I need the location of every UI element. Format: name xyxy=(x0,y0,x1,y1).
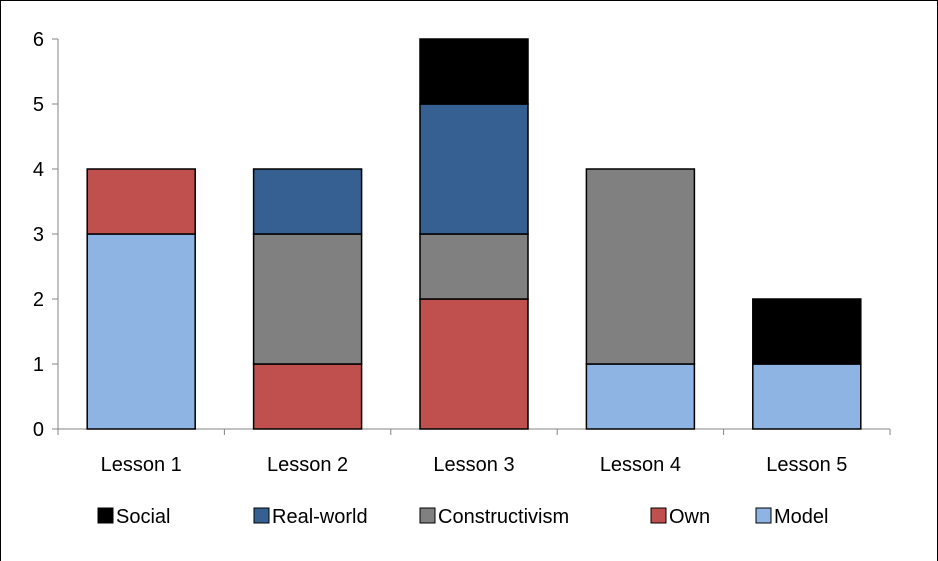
bar-segment-social-lesson-3 xyxy=(419,38,529,105)
y-tick-label: 0 xyxy=(33,419,44,441)
bars xyxy=(86,38,862,430)
bar-segment-social-lesson-5 xyxy=(752,298,862,365)
legend-swatch-constructivism xyxy=(419,507,436,524)
y-tick-label: 2 xyxy=(33,289,44,311)
legend-swatch-model xyxy=(755,507,772,524)
y-tick-label: 6 xyxy=(33,29,44,51)
y-tick-label: 5 xyxy=(33,94,44,116)
bar-segment-real-world-lesson-3 xyxy=(419,103,529,235)
x-axis: Lesson 1 Lesson 2 Lesson 3 Lesson 4 Lesson 5 xyxy=(57,428,891,476)
x-tick-label: Lesson 5 xyxy=(766,454,847,476)
bar-segment-constructivism-lesson-2 xyxy=(252,233,363,365)
bar-segment-own-lesson-1 xyxy=(86,168,196,235)
legend-swatch-social xyxy=(97,507,114,524)
bar-segment-own-lesson-2 xyxy=(252,363,363,430)
y-axis: 0 1 2 3 4 5 6 xyxy=(33,29,59,441)
bar-segment-own-lesson-3 xyxy=(419,298,529,430)
legend-swatch-own xyxy=(650,507,667,524)
x-tick-label: Lesson 2 xyxy=(267,454,348,476)
legend-swatch-real-world xyxy=(253,507,270,524)
legend: Social Real-world Constructivism Own Model xyxy=(97,506,828,528)
legend-label-real-world: Real-world xyxy=(272,506,368,528)
legend-label-social: Social xyxy=(116,506,170,528)
bar-segment-constructivism-lesson-3 xyxy=(419,233,529,300)
x-tick-label: Lesson 1 xyxy=(101,454,182,476)
bar-segment-model-lesson-1 xyxy=(86,233,196,430)
legend-label-own: Own xyxy=(669,506,710,528)
bar-segment-constructivism-lesson-4 xyxy=(585,168,696,365)
bar-segment-model-lesson-4 xyxy=(585,363,696,430)
legend-label-model: Model xyxy=(774,506,828,528)
y-tick-label: 4 xyxy=(33,159,44,181)
bar-segment-real-world-lesson-2 xyxy=(252,168,363,235)
x-tick-label: Lesson 4 xyxy=(600,454,681,476)
legend-label-constructivism: Constructivism xyxy=(438,506,569,528)
y-tick-label: 3 xyxy=(33,224,44,246)
bar-segment-model-lesson-5 xyxy=(752,363,862,430)
x-tick-label: Lesson 3 xyxy=(433,454,514,476)
y-tick-label: 1 xyxy=(33,354,44,376)
